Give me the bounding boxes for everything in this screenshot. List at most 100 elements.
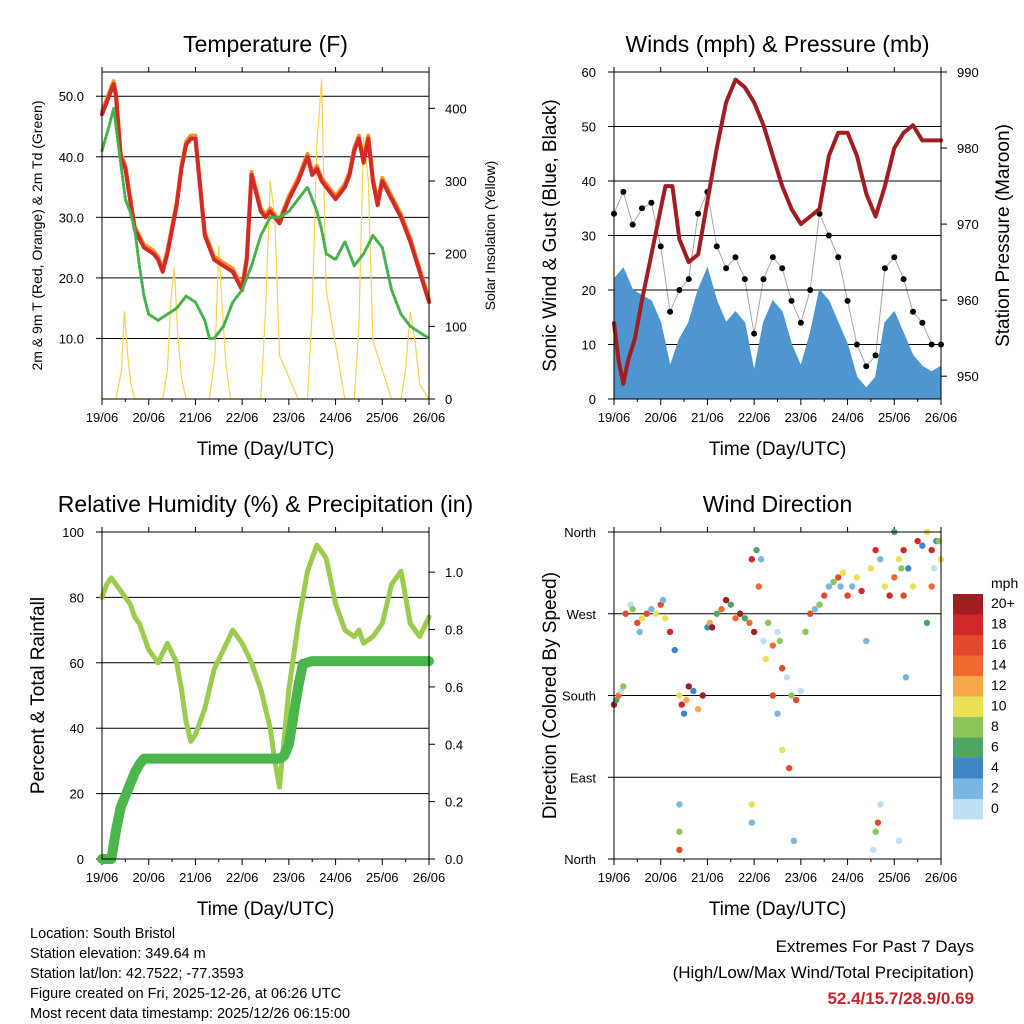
y-tick-label: 100 <box>62 525 84 540</box>
series-pressure <box>612 77 943 386</box>
gust-point <box>769 254 776 261</box>
legend-swatch <box>953 737 983 758</box>
direction-point <box>837 583 844 590</box>
y-right-tick-label: 1.0 <box>445 565 463 580</box>
y-right-tick-label: 0.8 <box>445 623 463 638</box>
gust-point <box>667 308 674 315</box>
gust-point <box>788 297 795 304</box>
legend-swatch <box>953 594 983 615</box>
direction-point <box>620 683 627 690</box>
extremes-box: Extremes For Past 7 Days (High/Low/Max W… <box>673 934 974 1012</box>
y-right-tick-label: 0.4 <box>445 737 463 752</box>
y-right-tick-label: 0.2 <box>445 795 463 810</box>
panel-winds: Winds (mph) & Pressure (mb) 0 10 20 30 40 50 60… <box>540 31 1014 460</box>
direction-point <box>727 601 734 608</box>
direction-point <box>764 619 772 627</box>
direction-point <box>867 565 875 572</box>
direction-point <box>741 615 748 622</box>
panel-temperature: Temperature (F) 10.0 20.0 30.0 40.0 50.0 19/06… <box>29 31 498 460</box>
direction-point <box>769 692 777 699</box>
direction-point <box>930 565 938 572</box>
direction-point <box>858 587 865 595</box>
gust-point <box>853 341 860 348</box>
gust-point <box>928 341 935 348</box>
x-axis-label: Time (Day/UTC) <box>709 439 847 460</box>
direction-point <box>753 546 760 554</box>
y-right-tick-label: 990 <box>957 65 979 80</box>
direction-point <box>928 546 935 554</box>
y-tick-label: South <box>562 689 596 704</box>
y-tick-label: 20 <box>582 283 596 298</box>
chart-title: Winds (mph) & Pressure (mb) <box>625 31 929 57</box>
x-tick-label: 22/06 <box>738 410 771 425</box>
y-tick-label: 0 <box>77 852 84 867</box>
direction-point <box>914 537 921 545</box>
direction-point <box>713 610 720 617</box>
gust-point <box>807 287 814 293</box>
gust-point <box>741 276 748 283</box>
x-tick-label: 19/06 <box>86 870 119 885</box>
y-right-tick-label: 0.6 <box>445 680 463 695</box>
direction-point <box>844 592 851 599</box>
panel-wind_direction: Wind DirectionNorthEastSouthWestNorth19/… <box>540 491 957 920</box>
y-tick-label: 50 <box>582 120 596 135</box>
legend-label: 14 <box>991 657 1007 673</box>
direction-point <box>807 610 814 617</box>
x-tick-label: 26/06 <box>925 870 958 885</box>
station-location: Location: South Bristol <box>30 926 176 942</box>
series-2m-temp <box>100 82 431 305</box>
legend-swatch <box>953 676 983 697</box>
direction-point <box>683 696 690 704</box>
direction-point <box>900 546 907 554</box>
direction-point <box>919 542 926 549</box>
y-tick-label: 10.0 <box>59 331 84 346</box>
legend-title: mph <box>991 575 1018 591</box>
station-latlon: Station lat/lon: 42.7522; -77.3593 <box>30 966 244 982</box>
x-tick-label: 25/06 <box>878 870 911 885</box>
direction-point <box>863 637 870 645</box>
y-tick-label: West <box>567 607 597 622</box>
figure-created: Figure created on Fri, 2025-12-26, at 06… <box>30 986 342 1002</box>
direction-point <box>870 846 877 854</box>
direction-point <box>676 846 683 854</box>
direction-point <box>778 665 786 672</box>
direction-point <box>732 615 739 622</box>
y-tick-label: 40 <box>582 174 596 189</box>
station-info: Location: South Bristol Station elevatio… <box>30 924 350 1024</box>
direction-point <box>774 628 781 636</box>
x-tick-label: 23/06 <box>273 870 306 885</box>
legend-label: 16 <box>991 636 1007 652</box>
gust-point <box>909 308 916 315</box>
direction-point <box>902 674 910 681</box>
direction-point <box>750 628 758 636</box>
y-right-axis-label: Solar Insolation (Yellow) <box>482 161 498 311</box>
y-tick-label: 40 <box>70 721 84 736</box>
x-tick-label: 20/06 <box>132 870 165 885</box>
x-tick-label: 26/06 <box>413 870 446 885</box>
y-tick-label: 50.0 <box>59 89 84 104</box>
series-gust <box>613 191 942 367</box>
gust-point <box>825 232 832 239</box>
x-tick-label: 26/06 <box>413 410 446 425</box>
direction-point <box>839 569 847 577</box>
plot-frame <box>613 531 942 860</box>
direction-point <box>736 610 744 617</box>
gust-point <box>723 265 730 272</box>
meteogram-figure: Temperature (F)10.020.030.040.050.019/06… <box>28 31 1018 920</box>
gust-point <box>881 265 888 272</box>
direction-point <box>648 606 655 613</box>
direction-point <box>708 624 716 631</box>
gust-point <box>713 243 720 250</box>
x-tick-label: 22/06 <box>738 870 771 885</box>
gust-point <box>760 276 767 283</box>
y-right-tick-label: 950 <box>957 369 979 384</box>
direction-point <box>928 583 935 590</box>
direction-point <box>694 705 702 713</box>
direction-point <box>629 606 636 613</box>
direction-point <box>699 692 706 699</box>
direction-point <box>755 583 763 590</box>
plot-frame <box>101 71 430 400</box>
gust-point <box>676 287 683 293</box>
direction-point <box>792 696 800 704</box>
direction-point <box>680 710 688 717</box>
